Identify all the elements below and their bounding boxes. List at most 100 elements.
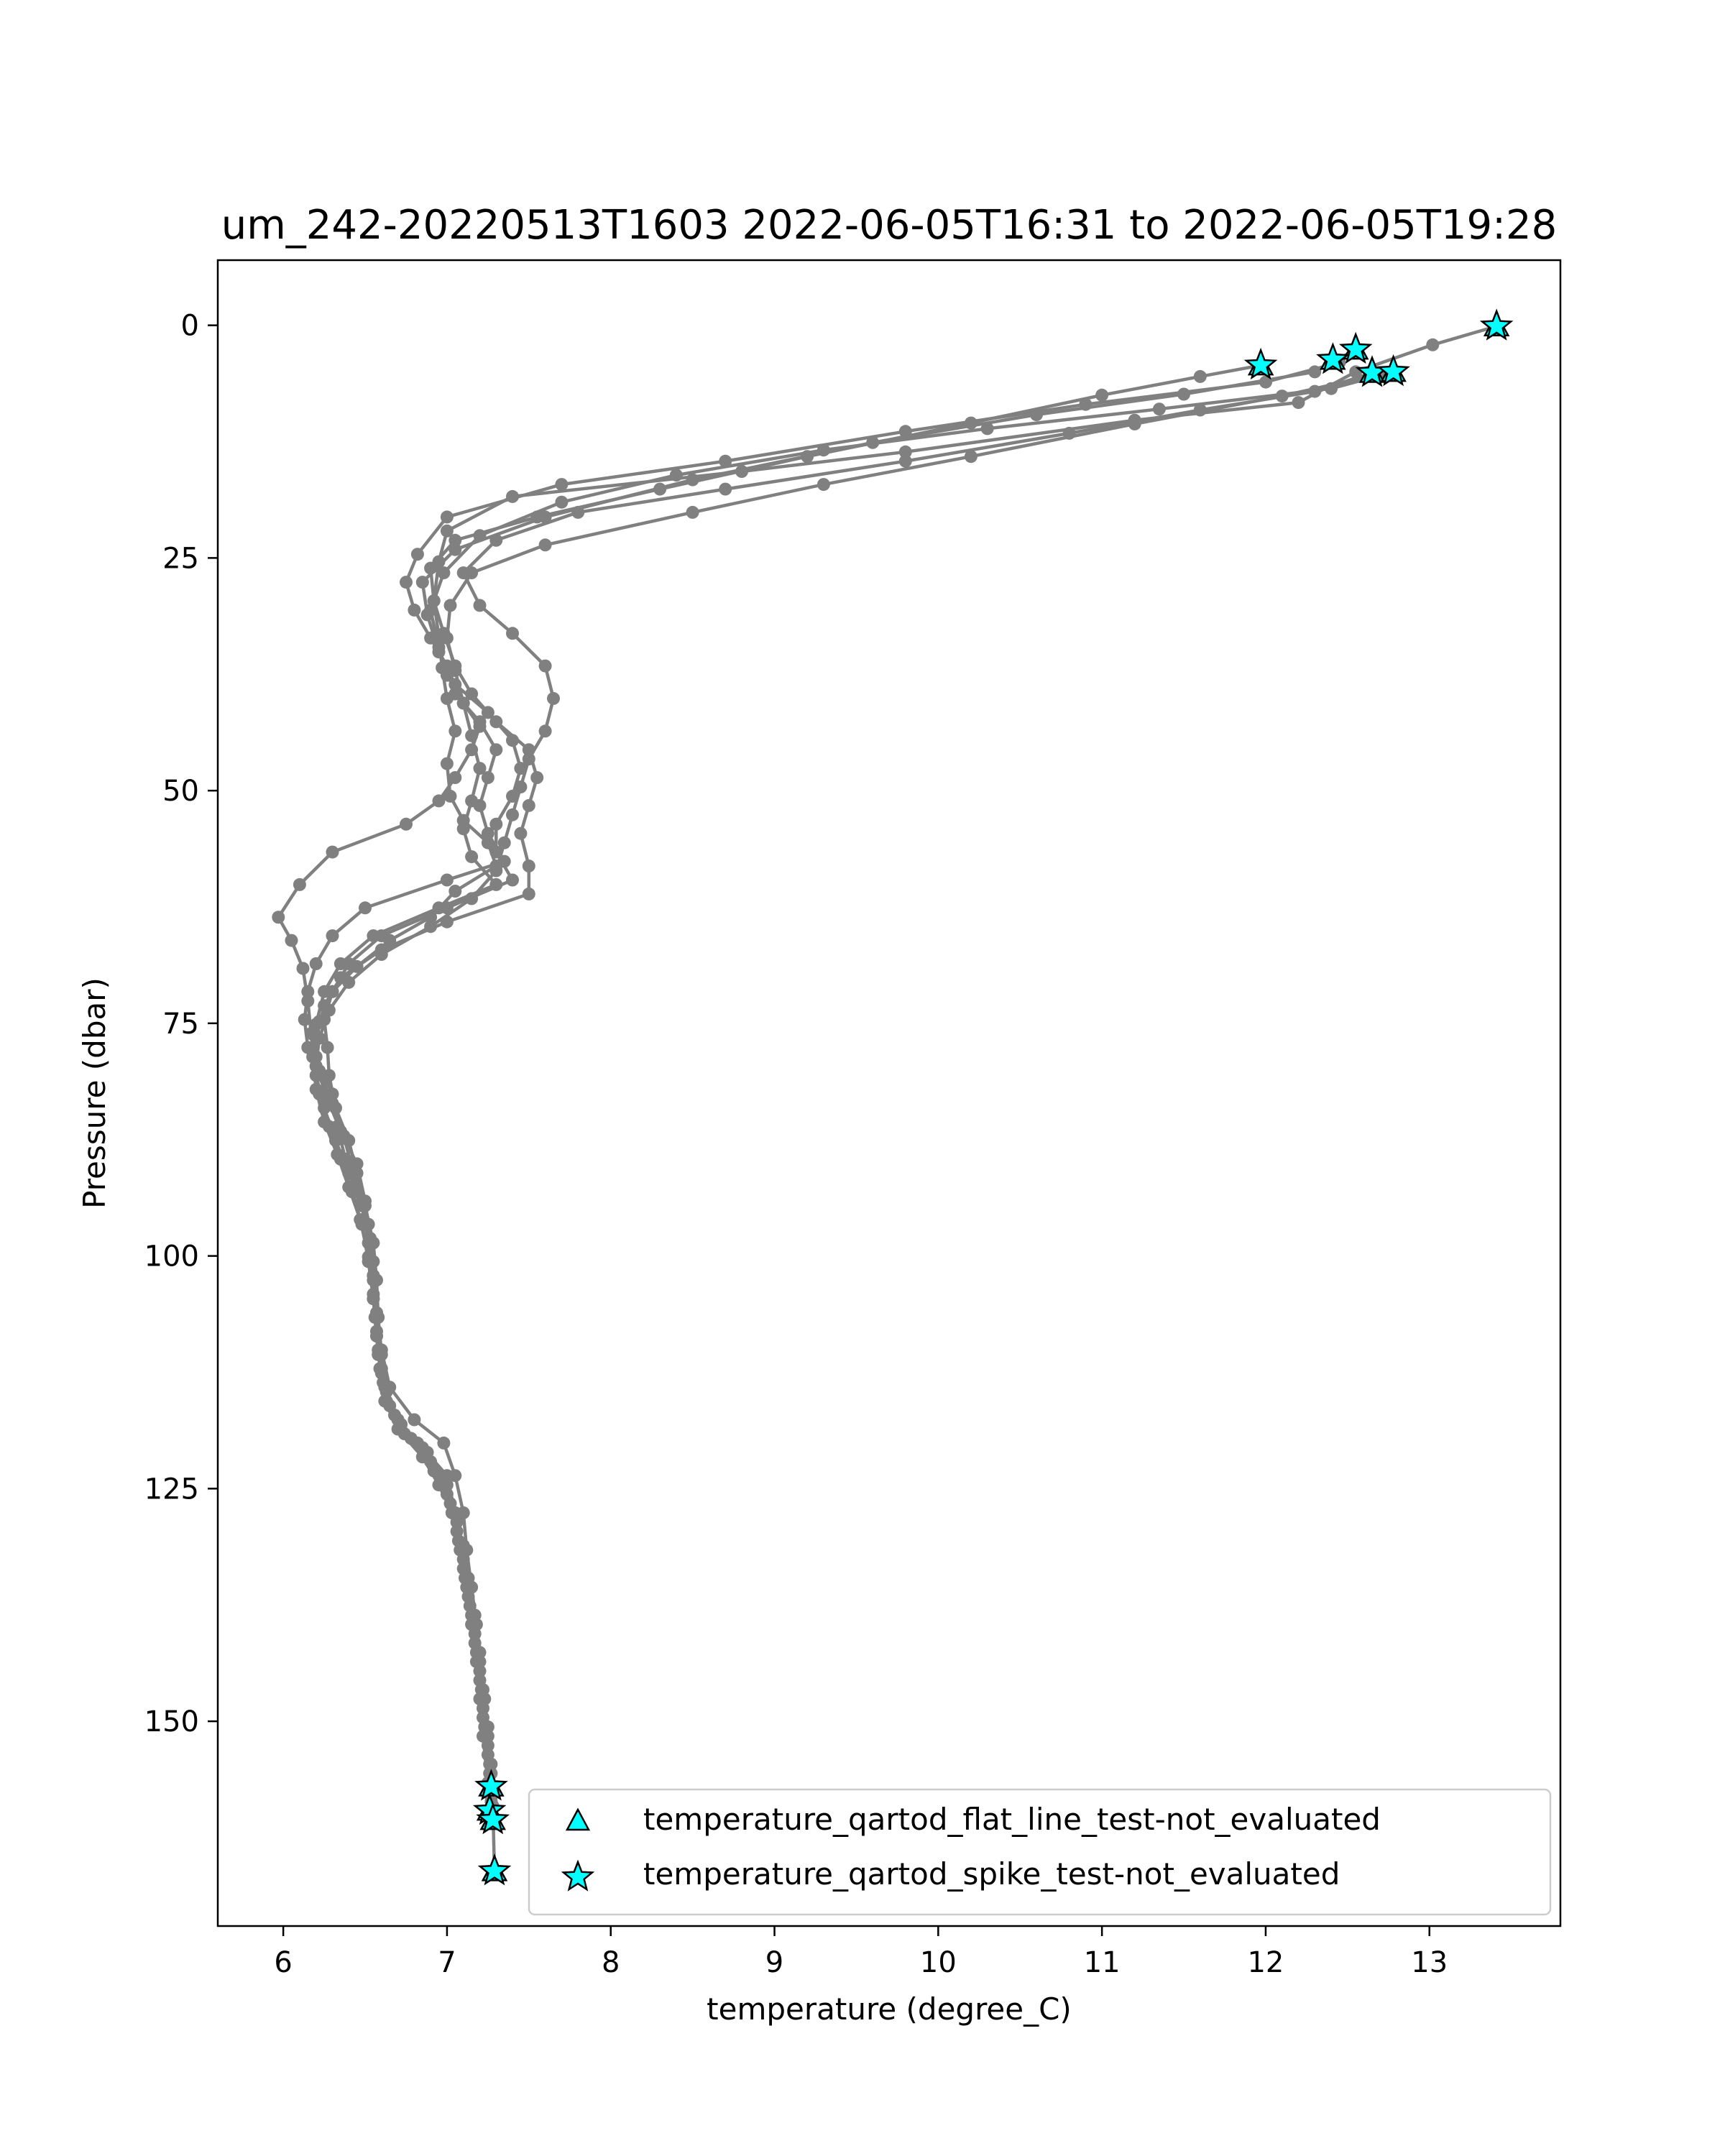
legend-frame [528,1788,1552,1916]
profile-point-6-20 [334,957,347,970]
x-tick-label-8: 8 [602,1946,620,1979]
x-axis-label: temperature (degree_C) [707,1991,1072,2027]
profile-point-0-5 [898,445,912,459]
profile-point-4-12 [465,687,479,701]
profile-point-6-22 [309,1018,323,1031]
spike-marker-5 [1376,354,1410,387]
profile-point-4-4 [801,450,814,464]
profile-point-4-6 [530,510,544,524]
profile-point-6-26 [331,1148,344,1161]
profile-point-2-21 [326,929,339,943]
profile-point-0-20 [448,885,462,898]
profile-point-5-14 [522,752,535,766]
profile-point-1-17 [400,817,413,831]
profile-point-5-18 [489,864,503,877]
profile-point-2-19 [440,873,454,887]
profile-point-4-30 [363,1232,377,1245]
legend: temperature_qartod_flat_line_test-not_ev… [528,1788,1552,1916]
y-tick-label-100: 100 [144,1240,199,1273]
profile-point-5-22 [342,975,356,989]
plot-area [272,308,1514,1886]
profile-point-6-9 [440,631,454,645]
profile-point-6-5 [686,505,699,519]
profile-point-6-19 [367,929,380,943]
profile-point-5-12 [547,691,560,705]
profile-point-3-25 [322,1069,336,1082]
profile-point-6-32 [373,1362,387,1376]
spike-marker-2 [1316,342,1350,374]
legend-star-marker [561,1859,595,1892]
spike-marker-3 [1339,331,1373,364]
spike-marker-8 [476,1802,510,1835]
profile-point-5-20 [424,920,438,934]
profile-point-1-16 [432,794,446,808]
profile-point-5-11 [538,659,552,673]
profile-point-1-18 [326,845,339,859]
profile-point-5-5 [719,482,732,496]
profile-point-6-24 [309,1082,323,1096]
profile-point-6-34 [397,1427,411,1440]
profile-point-6-7 [465,566,479,580]
profile-point-6-40 [468,1636,482,1650]
axes-frame [216,259,1562,1927]
profile-point-4-26 [326,1097,339,1110]
profile-point-3-8 [415,576,429,589]
y-axis-label: Pressure (dbar) [77,977,112,1209]
profile-point-1-20 [272,911,285,924]
y-tick-label-125: 125 [144,1473,199,1506]
y-axis: 0 25 50 75 100 125 150 [144,310,218,1738]
profile-point-6-43 [481,1748,494,1761]
spike-marker-9 [477,1853,512,1886]
profile-point-4-1 [1193,369,1207,383]
profile-point-6-28 [354,1213,367,1227]
profile-point-2-24 [298,1013,311,1026]
profile-point-0-14 [448,724,462,738]
profile-point-6-2 [1128,417,1141,430]
profile-point-4-5 [653,482,667,496]
profile-point-4-7 [448,533,462,547]
profile-point-2-13 [473,715,487,729]
profile-point-5-16 [506,808,519,821]
profile-point-2-7 [410,548,424,561]
profile-point-4-9 [427,594,441,607]
profile-point-4-28 [345,1161,359,1175]
x-axis: 6 7 8 9 10 11 12 13 [274,1926,1448,1979]
y-tick-label-50: 50 [162,775,199,808]
profile-point-1-6 [555,495,569,509]
profile-point-2-14 [489,743,503,757]
profile-point-5-15 [514,780,528,793]
x-tick-label-12: 12 [1247,1946,1284,1979]
y-tick-label-150: 150 [144,1705,199,1738]
profile-point-6-39 [463,1599,477,1613]
profile-point-1-22 [296,962,310,975]
profile-point-2-17 [481,826,494,840]
profile-point-4-15 [530,771,544,784]
profile-point-6-16 [465,850,479,864]
profile-point-6-6 [538,538,552,552]
legend-label-flat-line: temperature_qartod_flat_line_test-not_ev… [643,1802,1381,1837]
profile-point-1-5 [669,469,683,482]
profile-point-6-17 [489,877,503,891]
legend-triangle-marker [565,1807,591,1831]
profile-point-1-21 [285,934,298,947]
profile-point-3-24 [321,1041,334,1054]
y-tick-label-75: 75 [162,1008,199,1041]
profile-point-6-30 [367,1287,380,1301]
profile-point-6-3 [964,450,978,464]
profile-point-1-19 [293,877,306,891]
profile-point-2-22 [309,957,323,970]
profile-point-6-10 [448,664,462,678]
profile-point-6-29 [362,1250,375,1263]
y-tick-label-25: 25 [162,542,199,575]
profile-point-2-12 [448,687,462,701]
spike-marker-0 [1479,308,1514,341]
profile-point-4-2 [1095,388,1109,402]
profile-point-2-20 [359,901,372,915]
x-tick-label-11: 11 [1084,1946,1121,1979]
profile-point-5-7 [489,533,503,547]
spike-marker-1 [1243,347,1278,380]
flag-markers [472,308,1514,1886]
profile-point-6-25 [318,1115,331,1129]
x-tick-label-13: 13 [1411,1946,1448,1979]
